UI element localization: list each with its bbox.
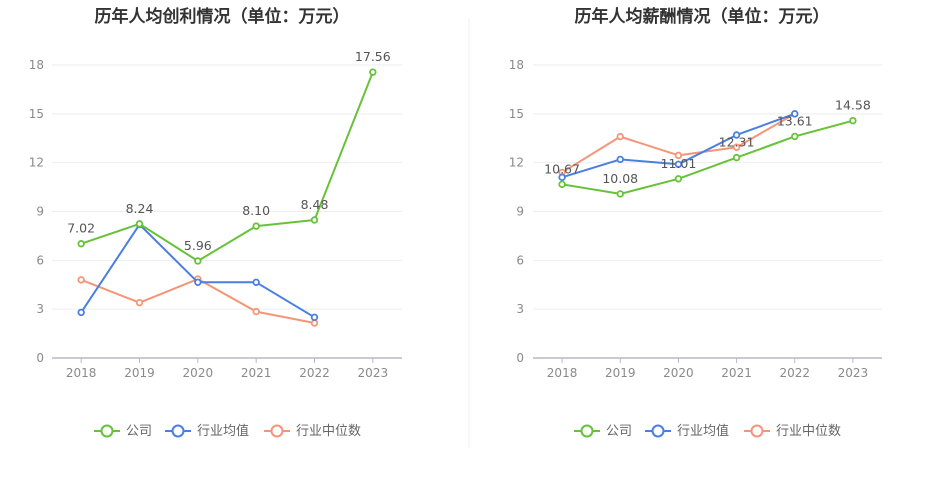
y-tick-label: 6 xyxy=(36,253,44,267)
y-tick-label: 15 xyxy=(29,107,44,121)
legend-marker-industry-median xyxy=(270,424,284,438)
data-label: 8.10 xyxy=(242,203,270,218)
x-tick-label: 2018 xyxy=(547,366,578,380)
data-point-industry-avg[interactable] xyxy=(77,308,85,317)
series-line-company xyxy=(561,119,854,195)
data-point-company[interactable] xyxy=(252,222,260,230)
legend-left: 公司 行业均值 行业中位数 xyxy=(94,423,361,439)
legend-label-company: 公司 xyxy=(606,424,632,439)
data-label: 7.02 xyxy=(67,221,95,236)
legend-label-industry-median: 行业中位数 xyxy=(296,424,361,439)
y-tick-label: 9 xyxy=(516,205,524,219)
x-tick-label: 2019 xyxy=(605,366,636,380)
data-label: 11.01 xyxy=(661,156,697,171)
data-point-company[interactable] xyxy=(732,153,741,162)
data-point-company[interactable] xyxy=(849,116,857,125)
x-tick-label: 2021 xyxy=(721,366,752,380)
data-point-company[interactable] xyxy=(558,180,566,189)
y-tick-label: 3 xyxy=(516,302,524,316)
data-point-industry-avg[interactable] xyxy=(732,131,741,139)
data-point-industry-avg[interactable] xyxy=(558,173,566,182)
data-point-company[interactable] xyxy=(369,68,377,76)
y-tick-label: 12 xyxy=(29,156,44,170)
y-tick-label: 15 xyxy=(509,107,524,121)
y-tick-label: 9 xyxy=(36,205,44,219)
data-label: 12.31 xyxy=(719,135,755,150)
data-label: 5.96 xyxy=(184,238,212,253)
data-point-company[interactable] xyxy=(310,216,319,224)
legend-label-company: 公司 xyxy=(126,424,152,439)
series-line-company xyxy=(80,71,374,262)
data-point-industry-avg[interactable] xyxy=(310,313,319,322)
data-point-industry-avg[interactable] xyxy=(791,110,799,118)
legend-item-company[interactable]: 公司 xyxy=(574,424,632,439)
data-point-industry-avg[interactable] xyxy=(616,155,624,164)
data-label: 17.56 xyxy=(355,49,391,64)
x-tick-label: 2018 xyxy=(66,366,97,380)
data-point-industry-avg[interactable] xyxy=(674,160,683,168)
data-point-company[interactable] xyxy=(791,132,799,141)
data-point-industry-median[interactable] xyxy=(674,151,683,160)
data-label: 14.58 xyxy=(835,98,871,113)
legend-right: 公司 行业均值 行业中位数 xyxy=(574,423,841,439)
legend-marker-industry-median xyxy=(750,424,764,438)
legend-item-industry-median[interactable]: 行业中位数 xyxy=(264,424,361,439)
x-tick-label: 2020 xyxy=(663,366,694,380)
salary-per-capita-chart: 历年人均薪酬情况（单位：万元） 0 3 6 9 12 15 18 2018 2019 2020 20… xyxy=(509,6,882,380)
legend-marker-industry-avg xyxy=(171,424,185,438)
legend-marker-industry-avg xyxy=(651,424,665,438)
legend-item-industry-median[interactable]: 行业中位数 xyxy=(744,424,841,439)
y-tick-label: 0 xyxy=(36,351,44,365)
legend-item-industry-avg[interactable]: 行业均值 xyxy=(165,423,249,439)
data-point-industry-avg[interactable] xyxy=(194,278,202,287)
x-tick-label: 2019 xyxy=(124,366,155,380)
x-tick-label: 2023 xyxy=(838,366,869,380)
y-tick-label: 3 xyxy=(36,302,44,316)
data-point-industry-median[interactable] xyxy=(616,132,624,141)
data-point-industry-avg[interactable] xyxy=(252,278,260,287)
chart-title: 历年人均创利情况（单位：万元） xyxy=(95,6,350,27)
data-point-industry-median[interactable] xyxy=(135,298,144,307)
legend-marker-company xyxy=(100,424,114,438)
x-tick-label: 2021 xyxy=(241,366,272,380)
data-label: 10.67 xyxy=(544,161,580,176)
y-tick-label: 18 xyxy=(509,58,524,72)
data-label: 8.24 xyxy=(126,201,154,216)
data-point-company[interactable] xyxy=(135,220,144,228)
x-tick-label: 2023 xyxy=(358,366,389,380)
x-tick-label: 2020 xyxy=(183,366,214,380)
legend-label-industry-median: 行业中位数 xyxy=(776,424,841,439)
x-tick-label: 2022 xyxy=(779,366,810,380)
data-label: 13.61 xyxy=(777,113,813,128)
data-point-company[interactable] xyxy=(77,240,85,248)
legend-item-industry-avg[interactable]: 行业均值 xyxy=(645,423,729,439)
y-tick-label: 18 xyxy=(29,58,44,72)
profit-per-capita-chart: 历年人均创利情况（单位：万元） 0 3 6 9 12 15 18 2018 2019 2020 20… xyxy=(29,6,402,380)
legend-label-industry-avg: 行业均值 xyxy=(677,423,729,439)
data-point-company[interactable] xyxy=(616,190,624,198)
y-tick-label: 6 xyxy=(516,253,524,267)
data-point-company[interactable] xyxy=(674,175,683,183)
data-point-company[interactable] xyxy=(194,257,202,265)
y-tick-label: 12 xyxy=(509,156,524,170)
data-point-industry-median[interactable] xyxy=(310,319,319,327)
chart-title: 历年人均薪酬情况（单位：万元） xyxy=(575,6,830,27)
data-label: 10.08 xyxy=(602,171,638,186)
legend-label-industry-avg: 行业均值 xyxy=(197,423,249,439)
data-point-industry-median[interactable] xyxy=(77,276,85,284)
data-point-industry-median[interactable] xyxy=(252,307,260,316)
legend-item-company[interactable]: 公司 xyxy=(94,424,152,439)
y-tick-label: 0 xyxy=(516,351,524,365)
legend-marker-company xyxy=(580,424,594,438)
data-label: 8.48 xyxy=(301,197,329,212)
x-tick-label: 2022 xyxy=(299,366,330,380)
data-point-industry-median[interactable] xyxy=(732,143,741,151)
